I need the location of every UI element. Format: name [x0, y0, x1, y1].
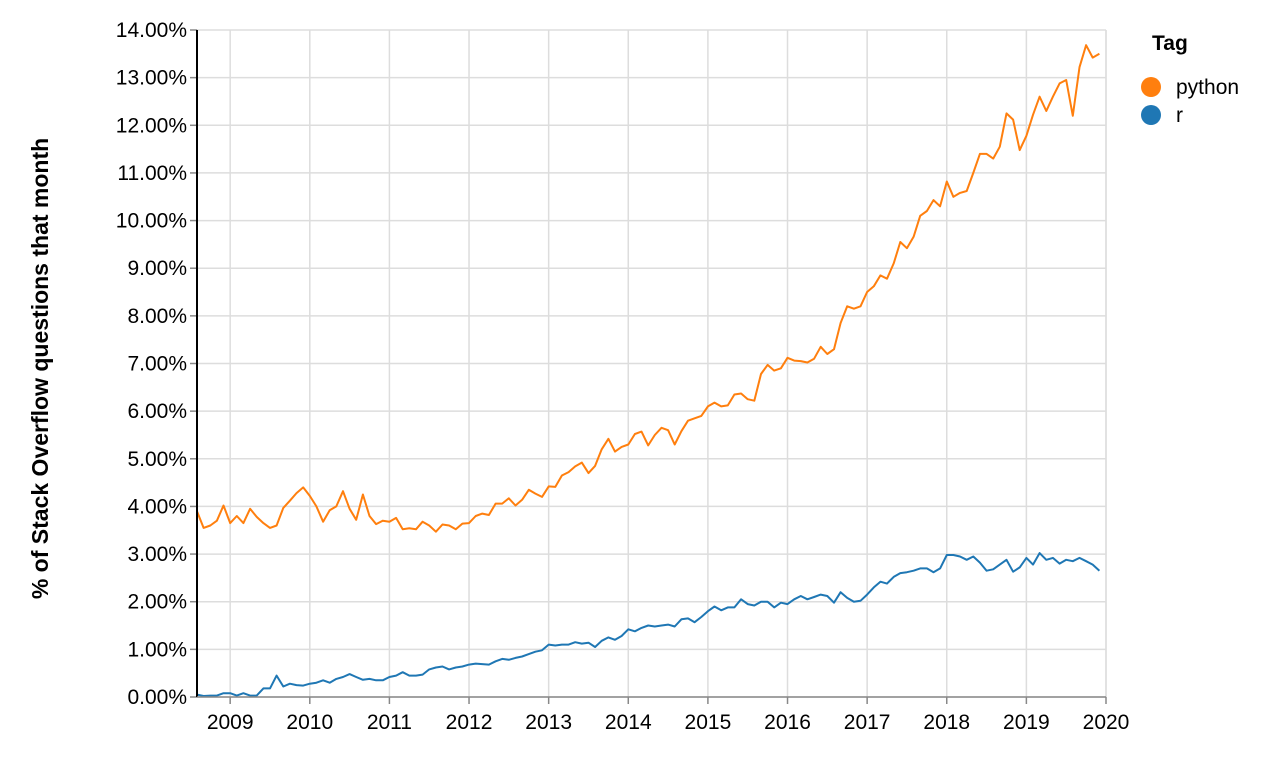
series-line-r [196, 552, 1101, 697]
y-axis-ticks: 0.00% 1.00% 2.00% 3.00% 4.00% 5.00% 6.00% 7.00%… [116, 19, 197, 709]
x-tick-label: 2010 [286, 711, 333, 734]
y-tick-label: 5.00% [127, 448, 187, 471]
x-tick-label: 2019 [1003, 711, 1050, 734]
grid [197, 29, 1107, 698]
y-tick-label: 13.00% [116, 67, 187, 90]
y-tick-label: 4.00% [127, 495, 187, 518]
y-tick-label: 3.00% [127, 543, 187, 566]
y-tick-label: 6.00% [127, 400, 187, 423]
y-tick-label: 1.00% [127, 638, 187, 661]
x-tick-label: 2016 [764, 711, 811, 734]
series-line-python [196, 44, 1100, 533]
y-tick-label: 7.00% [127, 353, 187, 376]
x-tick-label: 2011 [367, 711, 412, 734]
x-tick-label: 2013 [525, 711, 572, 734]
legend-label-python: python [1176, 76, 1239, 99]
x-tick-label: 2014 [605, 711, 652, 734]
legend-swatch-r [1141, 105, 1161, 125]
x-tick-label: 2009 [207, 711, 254, 734]
y-tick-label: 2.00% [127, 591, 187, 614]
x-tick-label: 2017 [844, 711, 891, 734]
y-tick-label: 11.00% [117, 162, 187, 185]
legend: Tag python r [1141, 32, 1239, 127]
y-tick-label: 10.00% [116, 210, 187, 233]
x-tick-label: 2012 [446, 711, 493, 734]
y-tick-label: 12.00% [116, 114, 187, 137]
x-tick-label: 2018 [923, 711, 970, 734]
x-axis-ticks: 2009 2010 2011 2012 2013 2014 2015 2016 2017 2018… [207, 697, 1130, 734]
x-tick-label: 2020 [1083, 711, 1130, 734]
y-tick-label: 14.00% [116, 19, 187, 42]
y-tick-label: 8.00% [127, 305, 187, 328]
series-lines [196, 44, 1101, 697]
y-axis-title: % of Stack Overflow questions that month [27, 138, 53, 599]
legend-swatch-python [1141, 77, 1161, 97]
y-tick-label: 0.00% [127, 686, 187, 709]
legend-label-r: r [1176, 104, 1183, 127]
x-tick-label: 2015 [685, 711, 732, 734]
y-tick-label: 9.00% [127, 257, 187, 280]
legend-title: Tag [1152, 32, 1188, 55]
legend-items: python r [1141, 76, 1239, 127]
